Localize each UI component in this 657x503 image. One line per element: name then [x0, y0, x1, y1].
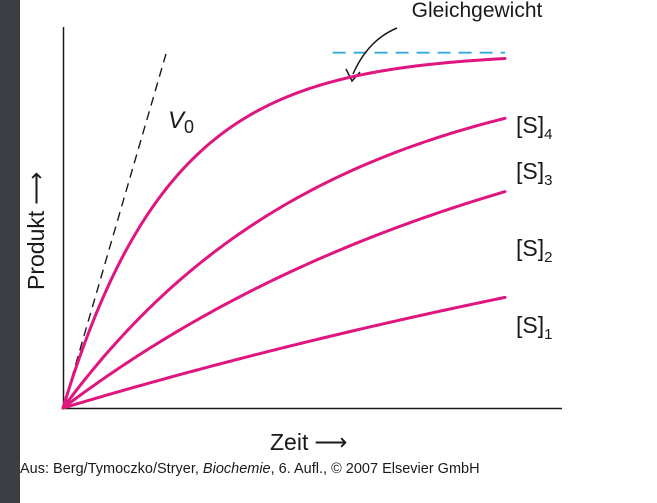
series-label-s3: [S]3	[516, 158, 552, 189]
chart: Gleichgewicht V0 [S]4 [S]3 [S]2 [S]1 Zei…	[23, 0, 562, 455]
series-line-s4	[61, 57, 507, 410]
equilibrium-label: Gleichgewicht	[412, 0, 543, 22]
series-line-s2	[61, 190, 507, 410]
v0-tangent-line	[62, 53, 167, 409]
equilibrium-annotation-arrow	[352, 27, 398, 75]
series-label-s1: [S]1	[516, 312, 552, 343]
caption-prefix: Aus: Berg/Tymoczko/Stryer,	[20, 461, 203, 477]
x-axis-label: Zeit ⟶	[270, 429, 347, 455]
v0-label: V0	[168, 107, 194, 137]
series-label-s2: [S]2	[516, 235, 552, 266]
series-label-s4: [S]4	[516, 112, 552, 143]
caption-title: Biochemie	[202, 461, 271, 477]
v0-label-sub: 0	[184, 117, 194, 137]
series-line-s3	[61, 116, 507, 410]
series-line-s1	[61, 295, 507, 410]
source-caption: Aus: Berg/Tymoczko/Stryer, Biochemie, 6.…	[20, 461, 480, 477]
caption-suffix: , 6. Aufl., © 2007 Elsevier GmbH	[270, 461, 480, 477]
y-axis-label: Produkt⟶	[23, 172, 49, 290]
series-group	[61, 57, 507, 410]
left-dark-bar	[0, 0, 20, 503]
